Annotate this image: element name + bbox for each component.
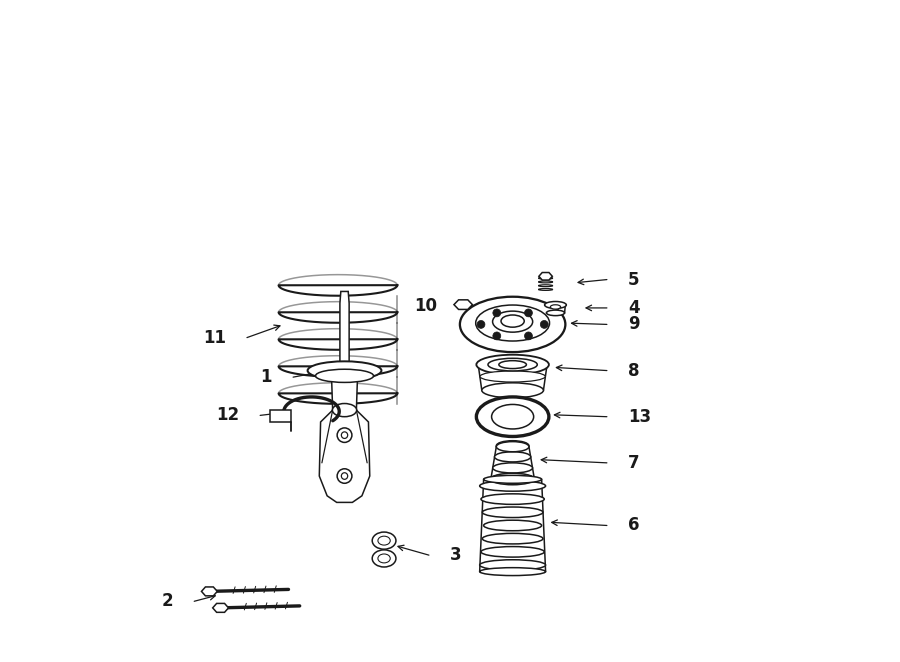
Ellipse shape [338,428,352,442]
Ellipse shape [373,532,396,549]
Text: 11: 11 [202,328,226,347]
Polygon shape [212,604,229,612]
Ellipse shape [331,363,358,379]
Ellipse shape [483,475,542,483]
Text: 13: 13 [628,408,651,426]
Text: 4: 4 [628,299,640,317]
Ellipse shape [480,371,545,382]
Polygon shape [478,365,547,391]
Ellipse shape [476,397,549,436]
Text: 8: 8 [628,361,640,379]
Ellipse shape [476,355,549,375]
Polygon shape [539,273,553,280]
Text: 2: 2 [161,592,173,610]
Ellipse shape [482,383,544,398]
Ellipse shape [501,315,524,327]
Ellipse shape [538,289,553,291]
Polygon shape [340,291,349,364]
Ellipse shape [482,507,543,518]
Ellipse shape [480,560,545,570]
FancyBboxPatch shape [270,410,292,422]
Polygon shape [202,587,217,596]
Ellipse shape [482,534,543,544]
Ellipse shape [491,404,534,429]
Ellipse shape [499,361,526,369]
Ellipse shape [488,358,537,371]
Ellipse shape [483,401,542,432]
Ellipse shape [491,473,535,485]
Ellipse shape [496,442,529,451]
Text: 9: 9 [628,315,640,334]
Ellipse shape [538,285,553,287]
Ellipse shape [332,404,356,416]
Ellipse shape [538,281,553,283]
Text: 7: 7 [628,454,640,472]
Polygon shape [545,305,565,313]
Ellipse shape [538,277,553,279]
Text: 5: 5 [628,271,640,289]
Polygon shape [320,410,370,502]
Circle shape [525,309,533,317]
Ellipse shape [494,451,531,462]
Polygon shape [331,371,357,410]
Ellipse shape [476,305,550,341]
Ellipse shape [483,520,542,531]
Polygon shape [491,447,535,479]
Ellipse shape [480,481,545,491]
Ellipse shape [481,494,544,504]
Text: 12: 12 [216,406,239,424]
Ellipse shape [378,554,391,563]
Text: 6: 6 [628,516,640,534]
Polygon shape [454,300,473,309]
Circle shape [477,320,485,328]
Ellipse shape [378,536,391,545]
Ellipse shape [480,567,545,575]
Ellipse shape [496,441,529,451]
Circle shape [493,309,500,317]
Ellipse shape [460,297,565,352]
Ellipse shape [373,550,396,567]
Circle shape [525,332,533,340]
Ellipse shape [481,547,544,557]
Ellipse shape [341,432,347,438]
Ellipse shape [546,310,564,316]
Ellipse shape [316,369,374,383]
Text: 10: 10 [414,297,436,315]
Circle shape [493,332,500,340]
Ellipse shape [544,301,566,308]
Ellipse shape [492,463,533,473]
Text: 3: 3 [450,546,462,564]
Circle shape [540,320,548,328]
Ellipse shape [338,469,352,483]
Text: 1: 1 [260,368,272,386]
Ellipse shape [308,361,382,380]
Ellipse shape [550,305,561,309]
Ellipse shape [491,474,535,484]
Ellipse shape [491,404,534,429]
Ellipse shape [341,473,347,479]
Ellipse shape [492,311,533,332]
